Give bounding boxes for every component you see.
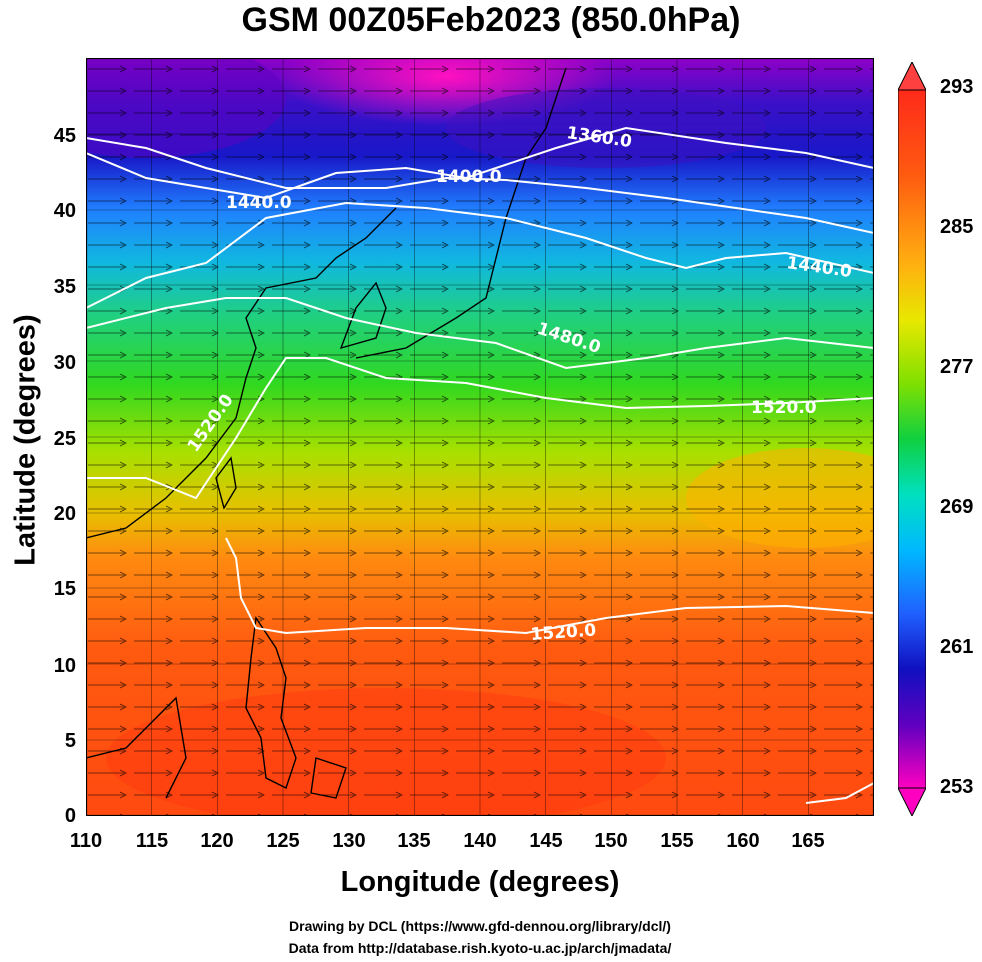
x-tick-label: 135	[397, 830, 431, 852]
y-tick-label: 25	[53, 428, 76, 450]
colorbar-tick: 269	[940, 496, 974, 518]
contour-label: 1400.0	[436, 167, 502, 187]
y-tick-label: 15	[53, 578, 76, 600]
credit-line: Data from http://database.rish.kyoto-u.a…	[288, 940, 672, 956]
y-tick-label: 5	[64, 730, 76, 752]
y-tick-label: 20	[53, 503, 76, 525]
colorbar-tick: 253	[940, 776, 974, 798]
map-title: GSM 00Z05Feb2023 (850.0hPa)	[241, 1, 741, 39]
x-tick-label: 145	[529, 830, 563, 852]
y-tick-label: 40	[53, 200, 76, 222]
y-tick-label: 35	[53, 276, 76, 298]
y-tick-label: 45	[53, 125, 76, 147]
y-tick-label: 10	[53, 655, 76, 677]
x-tick-label: 125	[266, 830, 300, 852]
temperature-map: 1360.0 1400.0 1440.0 1440.0 1480.0 1520.…	[86, 58, 874, 816]
x-tick-label: 110	[69, 830, 103, 852]
y-tick-label: 0	[64, 805, 76, 827]
colorbar-tick: 277	[940, 356, 974, 378]
contour-label: 1440.0	[226, 193, 292, 213]
contour-label: 1520.0	[751, 398, 817, 418]
y-axis-label: Latitude (degrees)	[9, 314, 42, 566]
colorbar-tick: 261	[940, 636, 974, 658]
colorbar-tick: 285	[940, 216, 974, 238]
x-tick-label: 155	[660, 830, 694, 852]
x-tick-label: 115	[135, 830, 169, 852]
x-axis-label: Longitude (degrees)	[340, 866, 620, 898]
colorbar	[898, 62, 926, 816]
colorbar-tick: 293	[940, 76, 974, 98]
contour-label: 1520.0	[530, 620, 597, 645]
x-tick-label: 165	[791, 830, 825, 852]
x-tick-label: 140	[463, 830, 497, 852]
x-tick-label: 150	[594, 830, 628, 852]
credit-line: Drawing by DCL (https://www.gfd-dennou.o…	[289, 918, 671, 934]
x-tick-label: 120	[200, 830, 234, 852]
x-tick-label: 160	[726, 830, 760, 852]
y-tick-label: 30	[53, 352, 76, 374]
x-tick-label: 130	[332, 830, 366, 852]
